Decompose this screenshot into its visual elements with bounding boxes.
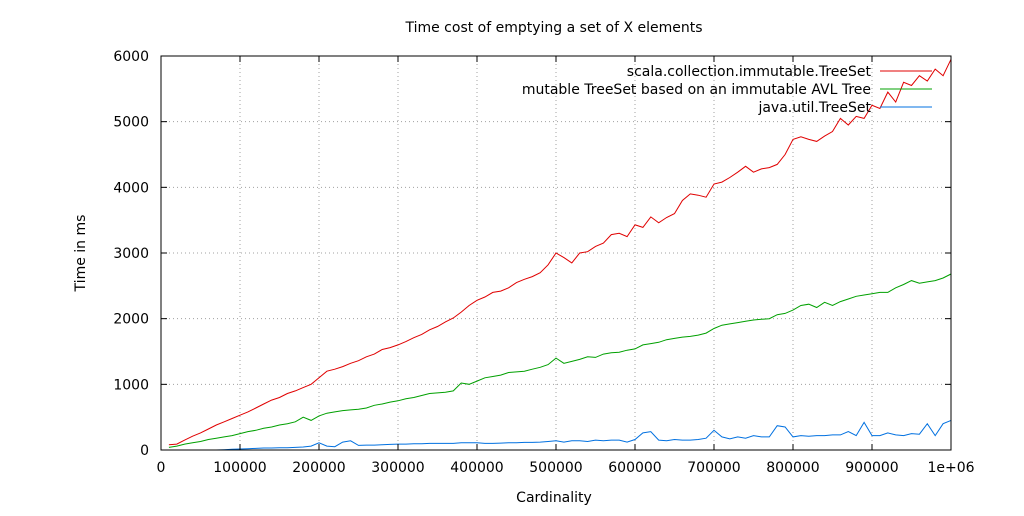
legend-label: java.util.TreeSet [757, 100, 871, 116]
y-tick-label: 5000 [113, 115, 149, 131]
series-line [168, 59, 952, 446]
gridlines [161, 56, 951, 450]
x-tick-label: 300000 [371, 460, 424, 476]
x-tick-label: 200000 [292, 460, 345, 476]
y-tick-label: 3000 [113, 246, 149, 262]
x-axis-label: Cardinality [516, 490, 592, 506]
x-tick-label: 700000 [687, 460, 740, 476]
y-tick-label: 6000 [113, 49, 149, 65]
series-line [168, 419, 952, 451]
legend-label: scala.collection.immutable.TreeSet [627, 64, 872, 80]
x-tick-label: 500000 [529, 460, 582, 476]
series-layer [168, 59, 952, 451]
y-tick-label: 0 [140, 443, 149, 459]
y-axis-label: Time in ms [73, 215, 89, 293]
legend-label: mutable TreeSet based on an immutable AV… [522, 82, 871, 98]
y-tick-label: 2000 [113, 312, 149, 328]
x-tick-label: 900000 [845, 460, 898, 476]
chart-title: Time cost of emptying a set of X element… [404, 20, 702, 36]
x-tick-label: 600000 [608, 460, 661, 476]
series-line [168, 273, 952, 448]
x-tick-label: 400000 [450, 460, 503, 476]
axis-ticks: 0 100000 200000 300000 400000 500000 600000 700… [113, 49, 974, 476]
legend: scala.collection.immutable.TreeSet mutabl… [522, 64, 932, 116]
y-tick-label: 1000 [113, 377, 149, 393]
x-tick-label: 0 [157, 460, 166, 476]
y-tick-label: 4000 [113, 180, 149, 196]
x-tick-label: 100000 [213, 460, 266, 476]
x-tick-label: 800000 [766, 460, 819, 476]
plot-frame [160, 55, 952, 451]
x-tick-label: 1e+06 [927, 460, 974, 476]
